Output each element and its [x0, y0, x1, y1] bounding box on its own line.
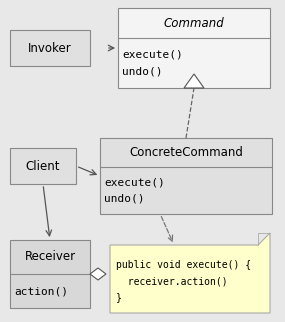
Text: undo(): undo() — [122, 66, 162, 76]
Bar — [118, 8, 270, 88]
Polygon shape — [90, 268, 106, 280]
Polygon shape — [184, 74, 204, 88]
Text: Command: Command — [164, 17, 224, 30]
Bar — [10, 240, 90, 308]
Text: Client: Client — [26, 159, 60, 173]
Text: receiver.action(): receiver.action() — [116, 276, 228, 286]
Bar — [10, 148, 76, 184]
Text: public void execute() {: public void execute() { — [116, 260, 251, 270]
Text: undo(): undo() — [104, 193, 144, 203]
Text: execute(): execute() — [104, 178, 165, 188]
Text: Receiver: Receiver — [25, 251, 76, 263]
Bar — [100, 138, 272, 214]
Text: Invoker: Invoker — [28, 42, 72, 54]
Polygon shape — [110, 233, 270, 313]
Text: action(): action() — [14, 286, 68, 296]
Bar — [10, 30, 90, 66]
Text: }: } — [116, 292, 122, 302]
Text: ConcreteCommand: ConcreteCommand — [129, 146, 243, 159]
Text: execute(): execute() — [122, 50, 183, 60]
